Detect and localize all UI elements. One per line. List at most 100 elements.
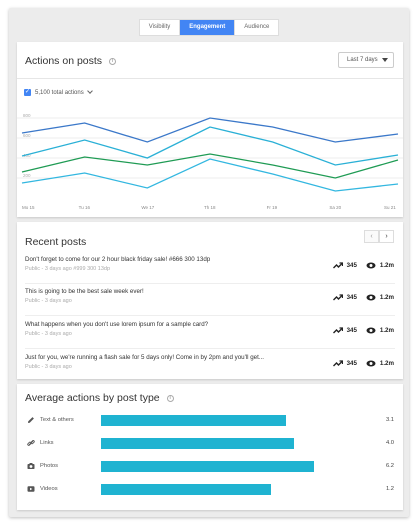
post-views-count: 1.2m xyxy=(379,360,394,367)
post-stats: 345 1.2m xyxy=(332,262,394,269)
post-trend-count: 345 xyxy=(346,294,357,301)
dashboard-frame: Visibility Engagement Audience Actions o… xyxy=(9,8,409,517)
trending-up-icon xyxy=(332,327,343,334)
y-tick-label: 800 xyxy=(23,113,31,118)
series-line-1 xyxy=(21,117,399,143)
post-stats: 345 1.2m xyxy=(332,360,394,367)
y-tick-label: 400 xyxy=(23,153,31,158)
actions-title: Actions on posts xyxy=(25,55,103,67)
eye-icon xyxy=(366,327,376,334)
eye-icon xyxy=(366,262,376,269)
post-meta: Public - 3 days ago xyxy=(25,331,72,337)
avg-label-text: Videos xyxy=(40,486,58,492)
series-line-4 xyxy=(21,158,399,192)
y-tick-label: 200 xyxy=(23,173,31,178)
prev-page-button[interactable]: ‹ xyxy=(364,230,379,243)
date-range-value: Last 7 days xyxy=(347,57,378,63)
post-meta: Public - 3 days ago xyxy=(25,298,72,304)
tab-bar: Visibility Engagement Audience xyxy=(9,19,409,36)
post-stats: 345 1.2m xyxy=(332,294,394,301)
bar-track xyxy=(101,460,351,472)
post-trend-count: 345 xyxy=(346,360,357,367)
bar-track xyxy=(101,414,351,426)
post-item[interactable]: Just for you, we're running a flash sale… xyxy=(25,354,394,380)
avg-row-label: Photos xyxy=(27,462,93,470)
tab-group: Visibility Engagement Audience xyxy=(138,19,280,36)
info-icon[interactable]: i xyxy=(109,57,117,65)
pager: ‹ › xyxy=(364,230,394,243)
avg-label-text: Links xyxy=(40,440,54,446)
post-text: Don't forget to come for our 2 hour blac… xyxy=(25,256,211,263)
avg-title-row: Average actions by post type i xyxy=(25,392,174,404)
x-tick-label: Th 18 xyxy=(204,205,216,210)
checkbox-checked-icon[interactable]: ✓ xyxy=(24,89,31,96)
x-tick-label: Tu 16 xyxy=(78,205,90,210)
post-item[interactable]: Don't forget to come for our 2 hour blac… xyxy=(25,256,394,282)
bar-track xyxy=(101,437,351,449)
avg-value: 4.0 xyxy=(385,440,394,446)
post-item[interactable]: This is going to be the best sale week e… xyxy=(25,288,394,314)
series-line-2 xyxy=(21,126,399,166)
caret-down-icon xyxy=(382,58,388,62)
trending-up-icon xyxy=(332,360,343,367)
x-tick-label: Sa 20 xyxy=(329,205,342,210)
recent-posts-title: Recent posts xyxy=(25,236,87,248)
x-tick-label: Fr 19 xyxy=(266,205,278,210)
avg-row-label: Videos xyxy=(27,485,93,493)
pencil-icon xyxy=(28,417,34,423)
actions-card: Actions on posts i Last 7 days ✓ 5,100 t… xyxy=(17,42,403,217)
y-tick-label: 600 xyxy=(23,133,31,138)
post-trend-count: 345 xyxy=(346,327,357,334)
divider xyxy=(25,315,395,316)
total-actions-label: 5,100 total actions xyxy=(35,89,84,96)
next-page-button[interactable]: › xyxy=(379,230,394,243)
avg-row-label: Text & others xyxy=(27,416,93,424)
series-line-3 xyxy=(21,153,399,179)
date-range-select[interactable]: Last 7 days xyxy=(338,52,394,68)
post-trend-count: 345 xyxy=(346,262,357,269)
avg-label-text: Text & others xyxy=(40,417,74,423)
info-icon[interactable]: i xyxy=(166,394,174,402)
bar-links xyxy=(101,437,294,449)
x-tick-label: We 17 xyxy=(141,205,155,210)
avg-actions-card: Average actions by post type i Text & ot… xyxy=(17,384,403,510)
avg-label-text: Photos xyxy=(40,463,59,469)
tab-visibility[interactable]: Visibility xyxy=(140,20,181,35)
actions-title-row: Actions on posts i xyxy=(25,55,117,67)
trending-up-icon xyxy=(332,294,343,301)
x-tick-label: Su 21 xyxy=(384,205,396,210)
avg-row: Photos 6.2 xyxy=(27,460,394,472)
post-meta: Public - 3 days ago xyxy=(25,364,72,370)
divider xyxy=(17,78,403,79)
post-text: What happens when you don't use lorem ip… xyxy=(25,321,209,328)
post-stats: 345 1.2m xyxy=(332,327,394,334)
avg-value: 6.2 xyxy=(385,463,394,469)
divider xyxy=(25,348,395,349)
avg-value: 3.1 xyxy=(385,417,394,423)
trending-up-icon xyxy=(332,262,343,269)
bar-videos xyxy=(101,483,271,495)
video-icon xyxy=(27,486,35,492)
actions-line-chart: 800 600 400 200 xyxy=(17,113,403,192)
post-views-count: 1.2m xyxy=(379,327,394,334)
recent-posts-card: Recent posts ‹ › Don't forget to come fo… xyxy=(17,222,403,379)
avg-row-label: Links xyxy=(27,439,93,447)
avg-row: Text & others 3.1 xyxy=(27,414,394,426)
bar-track xyxy=(101,483,351,495)
tab-audience[interactable]: Audience xyxy=(244,24,270,30)
avg-row: Links 4.0 xyxy=(27,437,394,449)
bar-photos xyxy=(101,460,314,472)
post-views-count: 1.2m xyxy=(379,262,394,269)
x-tick-label: Mo 15 xyxy=(22,205,35,210)
post-text: This is going to be the best sale week e… xyxy=(25,288,144,295)
chevron-down-icon[interactable] xyxy=(86,88,93,94)
eye-icon xyxy=(366,294,376,301)
divider xyxy=(25,283,395,284)
camera-icon xyxy=(27,463,35,469)
eye-icon xyxy=(366,360,376,367)
post-item[interactable]: What happens when you don't use lorem ip… xyxy=(25,321,394,347)
tab-engagement[interactable]: Engagement xyxy=(180,20,236,35)
total-actions-toggle[interactable]: ✓ 5,100 total actions xyxy=(24,88,93,96)
avg-row: Videos 1.2 xyxy=(27,483,394,495)
post-text: Just for you, we're running a flash sale… xyxy=(25,354,264,361)
